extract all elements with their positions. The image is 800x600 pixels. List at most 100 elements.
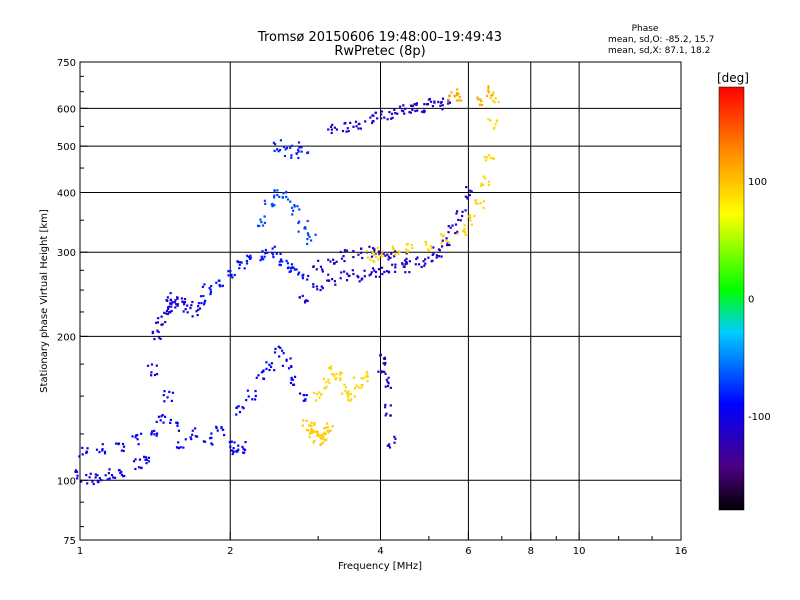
data-point <box>131 435 134 438</box>
data-point <box>276 193 279 197</box>
colorbar-tick-label: 0 <box>748 295 754 306</box>
data-point <box>286 198 290 201</box>
data-point <box>179 446 182 449</box>
data-point <box>305 394 308 397</box>
data-point <box>106 478 109 481</box>
data-point <box>273 143 277 146</box>
data-point <box>390 117 393 120</box>
data-point <box>282 352 285 355</box>
data-point <box>209 288 212 291</box>
data-point <box>381 250 384 253</box>
data-point <box>314 399 318 402</box>
data-point <box>258 224 261 228</box>
colorbar-label: [deg] <box>717 71 749 85</box>
data-point <box>189 307 192 310</box>
data-point <box>481 103 484 107</box>
data-point <box>81 453 84 456</box>
data-point <box>156 321 159 324</box>
data-point <box>376 246 379 249</box>
data-point <box>485 156 489 159</box>
data-point <box>340 372 343 375</box>
data-point <box>238 410 242 414</box>
data-point <box>484 159 488 162</box>
data-point <box>308 435 311 439</box>
data-point <box>370 255 374 258</box>
data-point <box>487 183 491 187</box>
data-point <box>329 260 332 263</box>
data-point <box>285 146 289 150</box>
data-point <box>332 373 335 376</box>
data-point <box>273 245 276 248</box>
data-point <box>470 190 473 193</box>
data-point <box>410 104 413 108</box>
data-point <box>169 302 172 305</box>
data-point <box>437 100 440 104</box>
data-point <box>197 302 201 305</box>
data-point <box>415 103 418 106</box>
data-point <box>378 275 381 278</box>
data-point <box>305 419 308 422</box>
data-point <box>176 446 179 449</box>
data-point <box>355 125 358 128</box>
data-point <box>115 442 118 445</box>
data-point <box>344 386 348 389</box>
data-point <box>487 91 490 94</box>
data-point <box>381 370 384 373</box>
data-point <box>357 386 360 389</box>
data-point <box>98 450 101 454</box>
data-point <box>424 262 427 265</box>
data-point <box>393 255 396 258</box>
data-point <box>490 157 493 160</box>
data-point <box>104 474 107 477</box>
data-point <box>394 266 397 269</box>
data-point <box>262 370 265 373</box>
data-point <box>322 437 325 441</box>
data-points <box>74 85 500 486</box>
data-point <box>323 431 326 434</box>
data-point <box>171 391 175 394</box>
data-point <box>404 271 407 274</box>
data-point <box>245 262 249 265</box>
data-point <box>327 366 331 370</box>
data-point <box>428 97 431 101</box>
data-point <box>85 450 89 453</box>
data-point <box>388 110 391 114</box>
data-point <box>320 285 323 288</box>
data-point <box>456 210 459 213</box>
data-point <box>248 257 252 260</box>
data-point <box>76 474 79 477</box>
data-point <box>304 227 307 230</box>
data-point <box>134 467 137 471</box>
data-point <box>447 225 450 228</box>
data-point <box>390 252 393 255</box>
data-point <box>403 112 406 115</box>
data-point <box>488 154 491 157</box>
data-point <box>384 361 387 365</box>
data-point <box>247 255 250 259</box>
data-point <box>387 258 390 261</box>
data-point <box>247 395 250 398</box>
data-point <box>122 445 126 448</box>
data-point <box>413 103 416 106</box>
data-point <box>182 446 185 449</box>
data-point <box>324 439 327 442</box>
data-point <box>456 232 459 236</box>
data-point <box>136 433 139 437</box>
data-point <box>245 399 248 402</box>
data-point <box>134 436 137 439</box>
data-point <box>278 355 281 358</box>
data-point <box>383 116 386 119</box>
data-point <box>315 434 319 437</box>
data-point <box>98 477 101 480</box>
data-point <box>321 441 325 444</box>
data-point <box>324 432 327 436</box>
data-point <box>423 103 426 106</box>
data-point <box>282 192 285 195</box>
data-point <box>324 426 327 429</box>
data-point <box>203 301 206 304</box>
data-point <box>169 421 172 424</box>
data-point <box>235 406 239 409</box>
data-point <box>362 377 365 380</box>
data-point <box>306 278 309 281</box>
data-point <box>303 301 307 304</box>
